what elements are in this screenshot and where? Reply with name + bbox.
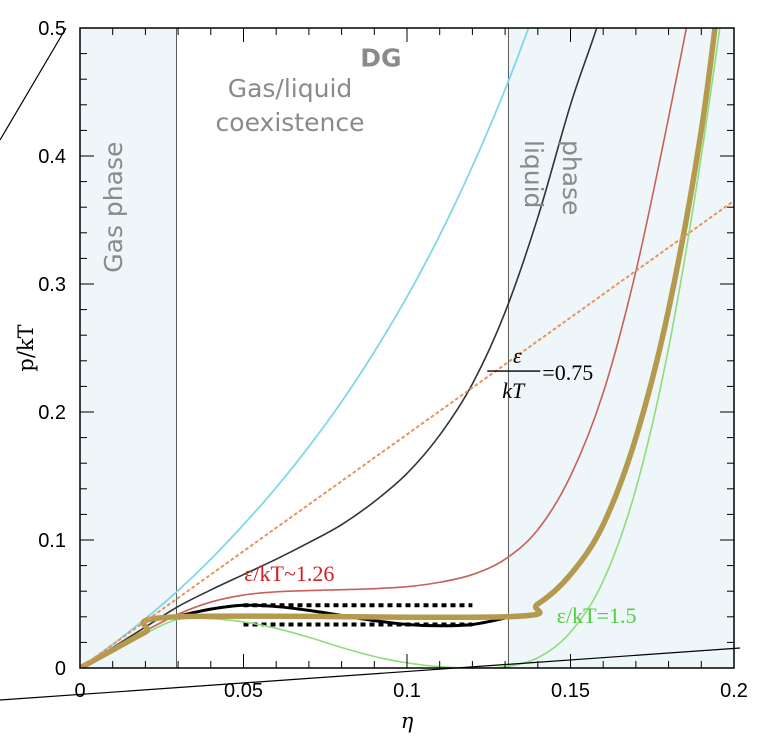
series-line-6 <box>80 199 734 668</box>
tick-marks <box>79 27 735 669</box>
coexistence-label-line: Gas/liquid <box>228 74 353 103</box>
x-tick-label: 0.15 <box>551 680 590 702</box>
x-tick-label: 0.2 <box>720 680 748 702</box>
phase-regions <box>80 28 734 668</box>
perspective-line-bottom-left <box>0 678 301 701</box>
y-tick-label: 0 <box>55 658 66 680</box>
region-shade-0 <box>80 28 177 668</box>
labels-group: 0 0.05 0.1 0.15 0.2 0 0.1 0.2 0.3 0.4 0.5 η p/kT Gas … <box>0 18 748 733</box>
series-line-0 <box>80 28 530 668</box>
curve-annotation: ε/kT~1.26 <box>244 561 334 586</box>
x-tick-label: 0.05 <box>224 680 263 702</box>
perspective-line-bottom-right <box>299 647 741 680</box>
formula-rhs: =0.75 <box>542 360 593 385</box>
coexistence-label-line: coexistence <box>216 108 365 137</box>
perspective-line-top <box>0 27 67 141</box>
y-tick-label: 0.2 <box>38 402 66 424</box>
y-tick-label: 0.1 <box>38 530 66 552</box>
curve-annotation: ε/kT=1.5 <box>557 603 637 628</box>
formula-denominator: kT <box>502 378 526 403</box>
y-tick-label: 0.4 <box>38 146 66 168</box>
y-tick-label: 0.3 <box>38 274 66 296</box>
series-line-2 <box>80 28 688 668</box>
gas-phase-label: Gas phase <box>99 142 128 273</box>
x-tick-label: 0 <box>74 680 85 702</box>
series-line-5 <box>80 28 718 668</box>
x-tick-label: 0.1 <box>393 680 421 702</box>
y-axis-title: p/kT <box>14 324 38 371</box>
series-line-1 <box>80 28 598 668</box>
liquid-phase-label-line: liquid <box>519 140 548 208</box>
formula-numerator: ε <box>513 343 522 368</box>
region-shade-2 <box>508 28 734 668</box>
curve-annotation: DG <box>360 43 401 72</box>
x-axis-title: η <box>401 709 414 733</box>
y-tick-label: 0.5 <box>38 18 66 40</box>
liquid-phase-label-line: phase <box>557 140 586 215</box>
